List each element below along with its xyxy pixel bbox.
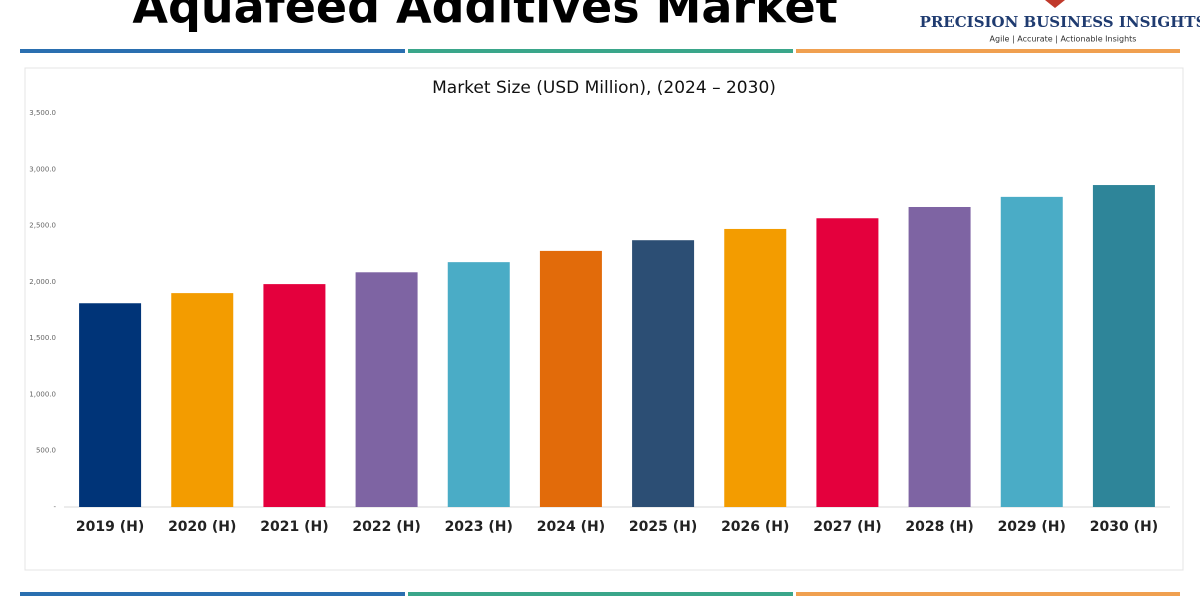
y-tick-label: 1,500.0 (29, 334, 56, 342)
x-tick-label: 2025 (H) (629, 519, 697, 535)
x-tick-label: 2024 (H) (537, 519, 605, 535)
bar (263, 284, 326, 507)
bar (1000, 196, 1063, 507)
x-tick-label: 2020 (H) (168, 519, 236, 535)
x-tick-label: 2030 (H) (1090, 519, 1158, 535)
chart-title: Market Size (USD Million), (2024 – 2030) (432, 78, 776, 98)
top-rule (20, 49, 1180, 53)
x-tick-label: 2027 (H) (813, 519, 881, 535)
bar (447, 262, 510, 507)
x-tick-label: 2029 (H) (998, 519, 1066, 535)
logo-icon (1045, 0, 1065, 8)
x-tick-label: 2022 (H) (352, 519, 420, 535)
y-tick-label: 500.0 (36, 447, 56, 455)
x-tick-label: 2026 (H) (721, 519, 789, 535)
y-tick-label: 2,500.0 (29, 222, 56, 230)
bar (79, 303, 142, 507)
bar (171, 293, 234, 507)
y-tick-label: - (53, 503, 56, 511)
x-tick-label: 2028 (H) (905, 519, 973, 535)
bottom-rule (20, 592, 1180, 596)
chart-frame (24, 67, 1184, 571)
bar (1092, 185, 1155, 507)
bar (724, 228, 787, 507)
logo-text: PRECISION BUSINESS INSIGHTS (920, 13, 1200, 31)
y-tick-label: 3,000.0 (29, 165, 56, 173)
bar (816, 218, 879, 508)
x-tick-label: 2023 (H) (445, 519, 513, 535)
bar (632, 240, 695, 507)
bar (908, 206, 971, 508)
tagline: Agile | Accurate | Actionable Insights (990, 35, 1137, 44)
page-title: Aquafeed Additives Market (132, 0, 837, 34)
x-tick-label: 2021 (H) (260, 519, 328, 535)
y-tick-label: 2,000.0 (29, 278, 56, 286)
y-tick-label: 3,500.0 (29, 109, 56, 117)
x-tick-label: 2019 (H) (76, 519, 144, 535)
bar (355, 272, 418, 507)
y-tick-label: 1,000.0 (29, 390, 56, 398)
bar (539, 250, 602, 507)
